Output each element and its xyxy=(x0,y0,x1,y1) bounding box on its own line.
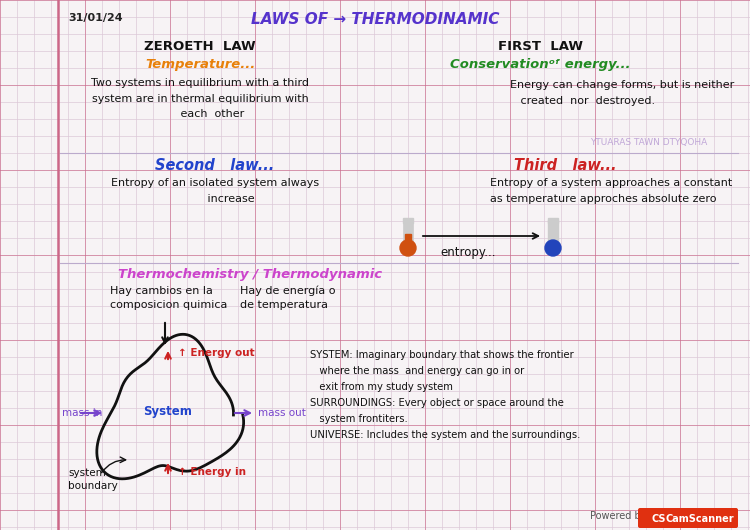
FancyBboxPatch shape xyxy=(638,508,738,528)
Text: Thermochemistry / Thermodynamic: Thermochemistry / Thermodynamic xyxy=(118,268,382,281)
Text: Entropy of an isolated system always
         increase: Entropy of an isolated system always inc… xyxy=(111,178,319,204)
Text: LAWS OF → THERMODINAMIC: LAWS OF → THERMODINAMIC xyxy=(251,12,500,27)
Text: Third   law...: Third law... xyxy=(514,158,616,173)
Text: YTUARAS TAWN DTYQOHA: YTUARAS TAWN DTYQOHA xyxy=(590,138,707,147)
Text: Two systems in equilibrium with a third
system are in thermal equilibrium with
 : Two systems in equilibrium with a third … xyxy=(91,78,309,119)
Text: Energy can change forms, but is neither
   created  nor  destroyed.: Energy can change forms, but is neither … xyxy=(510,80,734,105)
Text: Temperature...: Temperature... xyxy=(145,58,255,71)
Bar xyxy=(403,220,413,246)
Text: CamScanner: CamScanner xyxy=(665,514,734,524)
Bar xyxy=(403,218,413,223)
Text: Second   law...: Second law... xyxy=(155,158,274,173)
Text: entropy...: entropy... xyxy=(440,246,496,259)
Text: Hay cambios en la: Hay cambios en la xyxy=(110,286,213,296)
Text: system
boundary: system boundary xyxy=(68,468,118,491)
Text: 31/01/24: 31/01/24 xyxy=(68,13,123,23)
Text: mass out: mass out xyxy=(258,408,306,418)
Text: CS: CS xyxy=(651,514,665,524)
Text: Powered by: Powered by xyxy=(590,511,646,521)
Text: ↑ Energy in: ↑ Energy in xyxy=(178,467,246,477)
Text: composicion quimica: composicion quimica xyxy=(110,300,227,310)
Text: SYSTEM: Imaginary boundary that shows the frontier
   where the mass  and energy: SYSTEM: Imaginary boundary that shows th… xyxy=(310,350,580,440)
Text: Conservationᵒᶠ energy...: Conservationᵒᶠ energy... xyxy=(450,58,630,71)
Bar xyxy=(550,244,556,250)
Text: ↑ Energy out: ↑ Energy out xyxy=(178,348,254,358)
Circle shape xyxy=(400,240,416,256)
Bar xyxy=(548,218,558,223)
Circle shape xyxy=(545,240,561,256)
Text: Hay de energía o: Hay de energía o xyxy=(240,286,335,296)
Text: ZEROETH  LAW: ZEROETH LAW xyxy=(144,40,256,53)
Text: Entropy of a system approaches a constant
as temperature approches absolute zero: Entropy of a system approaches a constan… xyxy=(490,178,732,204)
Bar xyxy=(405,234,411,250)
Text: mass in: mass in xyxy=(62,408,102,418)
Bar xyxy=(548,220,558,246)
Text: de temperatura: de temperatura xyxy=(240,300,328,310)
Text: System: System xyxy=(143,405,193,419)
Text: FIRST  LAW: FIRST LAW xyxy=(497,40,583,53)
